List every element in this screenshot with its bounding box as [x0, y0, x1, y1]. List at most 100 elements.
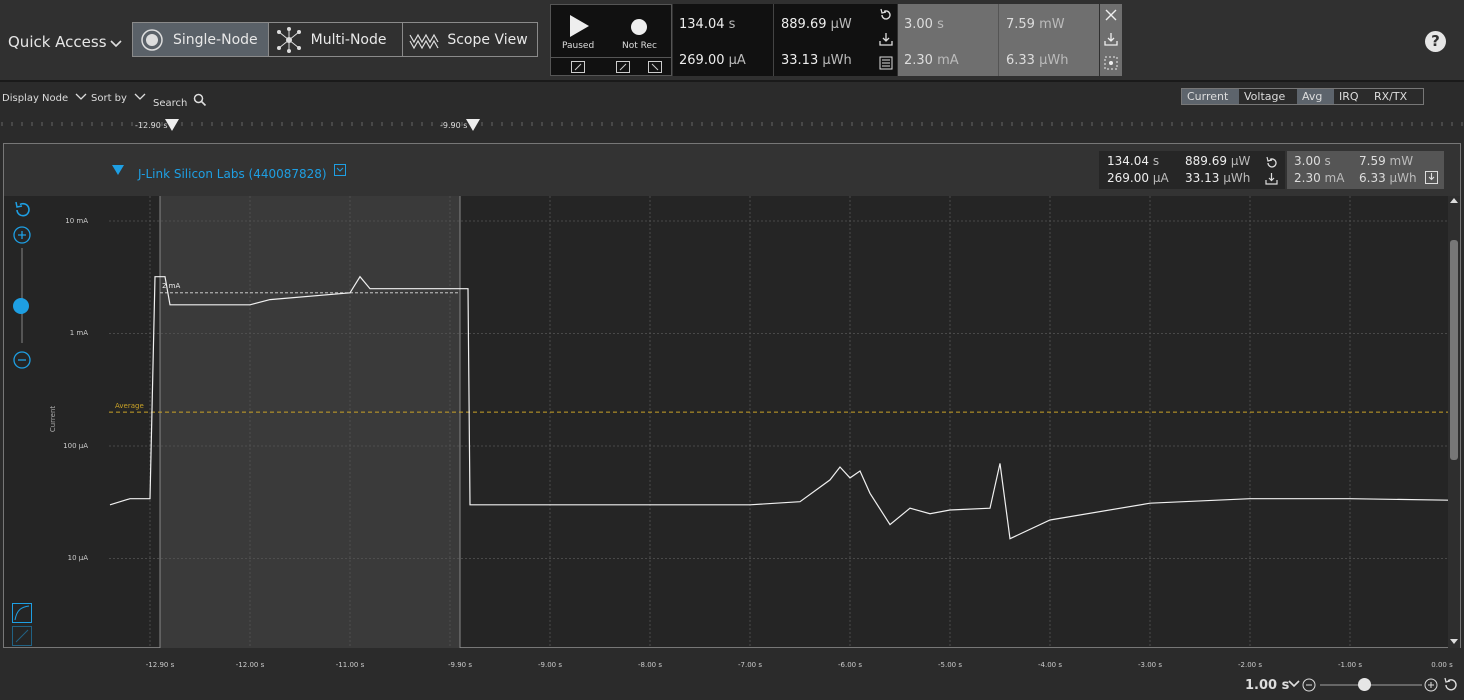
node-sel-time-unit: s	[1324, 154, 1331, 168]
time-current-box: 134.04 s 269.00 µA	[673, 4, 773, 76]
sort-by-dropdown[interactable]: Sort by	[91, 93, 146, 104]
x-tick-label: -11.00 s	[335, 661, 365, 669]
display-node-dropdown[interactable]: Display Node	[2, 93, 87, 104]
time-unit: s	[728, 17, 736, 32]
y-tick-label: 10 mA	[65, 217, 88, 225]
scope-view-label: Scope View	[447, 31, 528, 48]
node-power-unit: µW	[1230, 154, 1251, 168]
node-dropdown-icon[interactable]	[334, 164, 346, 176]
record-icon[interactable]	[629, 17, 649, 37]
search-label: Search	[153, 98, 188, 109]
reset-icon[interactable]	[879, 8, 893, 22]
display-node-label: Display Node	[2, 93, 69, 104]
selection-average-label: 2 mA	[162, 282, 180, 290]
collapse-triangle-icon[interactable]	[112, 164, 124, 176]
time-zoom-in-icon[interactable]	[1424, 678, 1438, 692]
sel-power-value: 7.59	[1006, 17, 1035, 32]
marker-b-handle[interactable]	[466, 118, 480, 132]
top-toolbar: Quick Access Single-Node Multi-Node Scop…	[0, 0, 1464, 82]
node-sel-power-value: 7.59	[1359, 154, 1386, 168]
x-tick-label: -8.00 s	[638, 661, 662, 669]
chevron-down-icon[interactable]	[108, 36, 124, 50]
node-energy-value: 33.13	[1185, 171, 1220, 185]
x-tick-label: -12.00 s	[235, 661, 265, 669]
trigger-rise-icon[interactable]	[616, 61, 630, 73]
sel-power-unit: mW	[1039, 17, 1065, 32]
node-power-value: 889.69	[1185, 154, 1227, 168]
scroll-down-icon[interactable]	[1449, 638, 1459, 646]
x-tick-label: 0.00 s	[1431, 661, 1453, 669]
node-sel-current-value: 2.30	[1294, 171, 1321, 185]
sel-current-value: 2.30	[904, 53, 933, 68]
node-current-value: 269.00	[1107, 171, 1149, 185]
trace-mode-selector: Current Voltage Avg IRQ RX/TX	[1181, 88, 1424, 105]
selection-region	[160, 196, 460, 648]
scope-view-button[interactable]: Scope View	[403, 23, 537, 56]
search-icon	[193, 93, 206, 107]
node-measure-box: 134.04 s 269.00 µA 889.69 µW 33.13 µWh	[1099, 151, 1285, 189]
reset-time-zoom-icon[interactable]	[1442, 677, 1458, 693]
trigger-icon[interactable]	[571, 61, 585, 73]
zoom-in-icon[interactable]	[12, 225, 32, 245]
zoom-slider-track[interactable]	[21, 248, 23, 343]
y-tick-label: 1 mA	[69, 329, 88, 337]
x-tick-label: -3.00 s	[1138, 661, 1162, 669]
single-node-label: Single-Node	[173, 31, 258, 48]
power-value: 889.69	[781, 17, 827, 32]
reset-zoom-icon[interactable]	[12, 200, 32, 220]
download-icon[interactable]	[1425, 171, 1438, 184]
list-icon[interactable]	[879, 56, 893, 70]
single-node-button[interactable]: Single-Node	[133, 23, 269, 56]
mode-voltage[interactable]: Voltage	[1244, 90, 1286, 103]
scrollbar-thumb[interactable]	[1450, 240, 1458, 460]
close-icon[interactable]	[1104, 8, 1118, 22]
y-tick-label: 100 µA	[63, 442, 88, 450]
zoom-to-selection-icon[interactable]	[1104, 56, 1118, 70]
mode-current[interactable]: Current	[1182, 89, 1239, 104]
node-title[interactable]: J-Link Silicon Labs (440087828)	[138, 167, 327, 181]
sel-time-unit: s	[937, 17, 944, 32]
download-icon[interactable]	[879, 32, 893, 46]
marker-a-handle[interactable]	[165, 118, 179, 132]
line-mode-icon[interactable]	[12, 626, 32, 646]
measure-actions	[875, 4, 897, 76]
multi-node-icon	[276, 26, 301, 53]
node-time-value: 134.04	[1107, 154, 1149, 168]
play-icon[interactable]	[568, 14, 590, 38]
mode-irq[interactable]: IRQ	[1339, 90, 1359, 103]
download-icon[interactable]	[1104, 32, 1118, 46]
current-chart[interactable]: Average 2 mA	[109, 196, 1449, 648]
node-energy-unit: µWh	[1223, 171, 1251, 185]
view-selector: Single-Node Multi-Node Scope View	[132, 22, 538, 57]
trigger-fall-icon[interactable]	[648, 61, 662, 73]
mode-rxtx[interactable]: RX/TX	[1374, 90, 1408, 103]
multi-node-label: Multi-Node	[310, 31, 387, 48]
zoom-out-icon[interactable]	[12, 350, 32, 370]
node-sel-current-unit: mA	[1324, 171, 1345, 185]
download-icon[interactable]	[1265, 172, 1278, 185]
time-zoom-thumb[interactable]	[1358, 678, 1371, 691]
chevron-down-icon	[134, 93, 146, 100]
single-node-icon	[141, 28, 163, 51]
search-button[interactable]: Search	[153, 93, 207, 109]
chevron-down-icon[interactable]	[1287, 679, 1301, 689]
reset-icon[interactable]	[1265, 156, 1278, 169]
x-tick-label: -9.00 s	[538, 661, 562, 669]
time-ruler[interactable]	[0, 116, 1464, 140]
scroll-up-icon[interactable]	[1449, 196, 1459, 204]
x-tick-label: -12.90 s	[145, 661, 175, 669]
curve-mode-icon[interactable]	[12, 603, 32, 623]
x-tick-label: -4.00 s	[1038, 661, 1062, 669]
recording-panel: Paused Not Rec	[550, 4, 672, 76]
node-sel-time-value: 3.00	[1294, 154, 1321, 168]
time-zoom-slider[interactable]	[1320, 684, 1422, 686]
zoom-slider-thumb[interactable]	[13, 298, 29, 314]
node-selection-box: 3.00 s 2.30 mA 7.59 mW 6.33 µWh	[1287, 151, 1444, 189]
time-zoom-out-icon[interactable]	[1302, 678, 1316, 692]
x-tick-label: -9.90 s	[448, 661, 472, 669]
mode-avg[interactable]: Avg	[1297, 89, 1334, 104]
multi-node-button[interactable]: Multi-Node	[269, 23, 404, 56]
quick-access-menu[interactable]: Quick Access	[8, 33, 107, 51]
help-button[interactable]: ?	[1425, 31, 1446, 52]
time-zoom-level: 1.00 s	[1245, 678, 1290, 693]
